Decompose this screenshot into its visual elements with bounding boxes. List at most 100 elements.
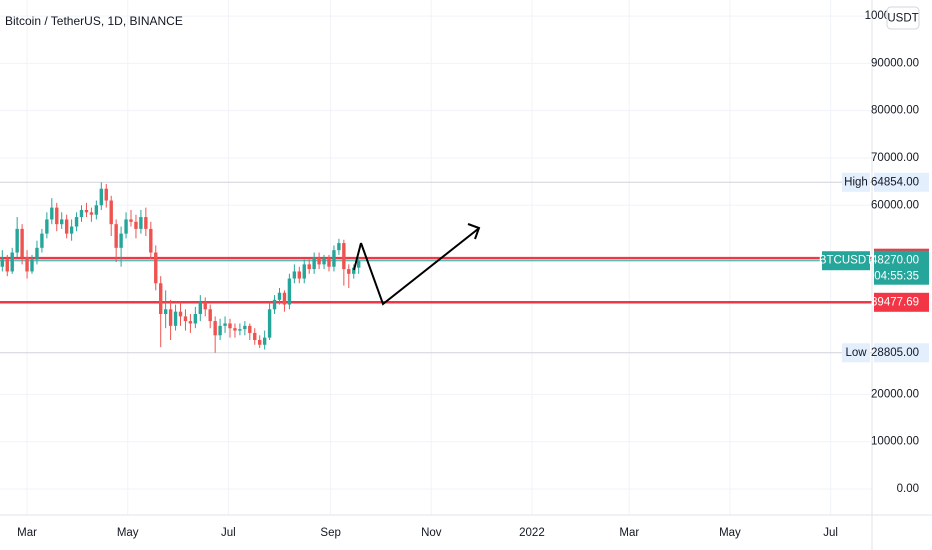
currency-button[interactable] — [886, 6, 920, 30]
candle-body — [332, 250, 336, 267]
candle-body — [69, 226, 74, 234]
x-tick-label: Nov — [421, 527, 442, 539]
candle-body — [208, 309, 212, 322]
candle-body — [322, 258, 326, 265]
candle-body — [15, 228, 19, 253]
level-name: BTCUSDT — [819, 255, 873, 267]
y-tick-label: 20000.00 — [871, 388, 919, 400]
candle-body — [60, 219, 64, 225]
candle-body — [163, 309, 168, 315]
candle-body — [193, 314, 198, 324]
candle-body — [109, 200, 113, 225]
y-tick-label: 0.00 — [897, 483, 919, 495]
candle-body — [139, 217, 143, 229]
price-label: 39477.69 — [871, 296, 919, 308]
candle-body — [25, 257, 29, 272]
level-name: High — [844, 176, 868, 188]
candle-body — [317, 257, 321, 265]
candle-body — [173, 311, 178, 326]
candle-body — [124, 219, 128, 234]
candle-body — [347, 269, 351, 274]
y-tick-label: 80000.00 — [871, 105, 919, 117]
candle-body — [352, 267, 356, 274]
x-tick-label: May — [117, 527, 139, 539]
candle-body — [203, 302, 207, 310]
y-tick-label: 90000.00 — [871, 57, 919, 69]
candle-body — [342, 243, 346, 270]
candle-body — [258, 340, 262, 345]
candle-body — [45, 219, 49, 234]
candle-body — [248, 325, 252, 333]
candle-body — [337, 243, 341, 251]
candle-body — [243, 325, 247, 330]
price-label: 28805.00 — [871, 347, 919, 359]
candle-body — [238, 329, 242, 331]
candle-body — [50, 207, 54, 220]
candle-body — [79, 209, 84, 218]
candle-body — [55, 207, 59, 225]
candle-body — [272, 299, 277, 310]
x-tick-label: May — [719, 527, 741, 539]
y-tick-label: 10000.00 — [871, 436, 919, 448]
candle-body — [154, 252, 158, 284]
candle-body — [356, 260, 361, 268]
price-label-box — [874, 250, 929, 285]
countdown: 04:55:35 — [874, 271, 919, 283]
price-label-box — [874, 292, 929, 312]
candle-body — [40, 233, 44, 248]
level-name-box — [842, 172, 870, 192]
level-name-box — [822, 251, 870, 271]
grid — [0, 0, 872, 515]
candle-body — [233, 328, 237, 331]
candle-body — [267, 309, 272, 338]
candle-body — [307, 264, 311, 270]
candle-body — [178, 311, 183, 317]
drawing-arrow — [353, 242, 362, 271]
x-tick-label: Jul — [221, 527, 236, 539]
candle-body — [277, 292, 282, 300]
price-label-box — [874, 172, 929, 192]
candle-body — [89, 212, 94, 215]
candle-body — [262, 337, 267, 345]
arrow-head — [467, 223, 481, 240]
candle-body — [183, 316, 188, 322]
candle-body — [144, 217, 148, 229]
axes: 0.00 10000.00 20000.00 60000.00 70000.00 8000… — [17, 10, 929, 539]
candle-body — [292, 271, 297, 279]
price-label: 48270.00 — [871, 255, 919, 267]
x-tick-label: 2022 — [519, 527, 545, 539]
candle-body — [228, 323, 232, 329]
candle-body — [74, 217, 79, 227]
candle-body — [213, 321, 217, 336]
candle-body — [119, 233, 123, 248]
candle-body — [134, 221, 138, 229]
candle-body — [253, 332, 257, 341]
price-label: 64854.00 — [871, 176, 919, 188]
candle-body — [10, 252, 14, 272]
price-label-box — [874, 343, 929, 363]
chart-title: Bitcoin / TetherUS, 1D, BINANCE — [5, 14, 183, 28]
x-tick-label: Mar — [619, 527, 639, 539]
level-name: Low — [845, 347, 867, 359]
candle-body — [198, 302, 203, 315]
candle-body — [287, 278, 292, 305]
candle-body — [114, 224, 118, 248]
candle-body — [5, 259, 9, 272]
candle-body — [149, 228, 153, 253]
x-tick-label: Mar — [17, 527, 37, 539]
candle-body — [35, 247, 39, 260]
candle-body — [327, 258, 331, 267]
candle-body — [30, 259, 34, 272]
candle-body — [223, 323, 227, 326]
candle-body — [188, 321, 193, 324]
candle-body — [312, 257, 316, 270]
candle-body — [297, 271, 302, 279]
candle-body — [64, 219, 69, 234]
candle-body — [159, 283, 163, 315]
candle-body — [168, 309, 173, 326]
x-tick-label: Sep — [320, 527, 340, 539]
currency-label[interactable]: USDT — [887, 13, 918, 25]
y-tick-label: 70000.00 — [871, 152, 919, 164]
